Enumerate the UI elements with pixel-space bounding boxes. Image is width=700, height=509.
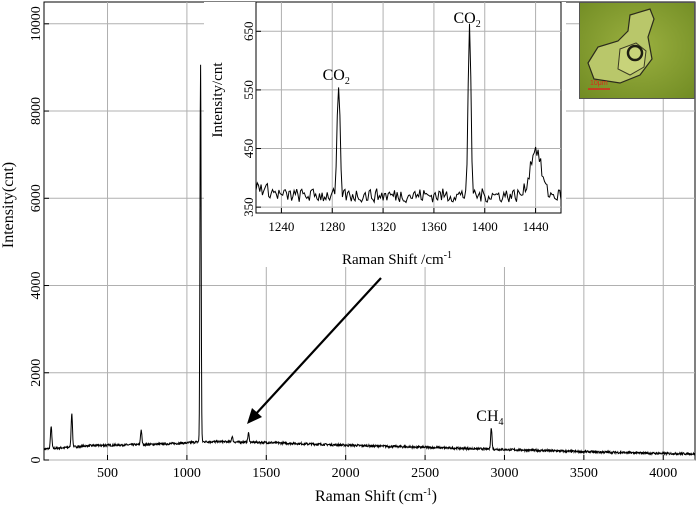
x-tick-label: 1320 [370,219,396,234]
x-tick-label: 1360 [421,219,447,234]
x-tick-label: 3500 [570,466,598,481]
peak-annotation-sub: 2 [476,19,481,30]
inset-ticks: 1240 1280 1320 1360 1400 1440 350 450 550 650 [241,22,549,234]
y-tick-label: 0 [29,457,44,464]
main-x-axis-label-text: Raman Shift [315,488,396,505]
inset-y-axis-label: Intensity/cnt [210,62,226,138]
micrograph-photo: 10μm [579,2,695,99]
peak-annotation: CO2 [454,10,481,30]
y-tick-label: 650 [241,22,256,42]
zoom-arrow [247,277,382,424]
spectrum-line [255,23,562,204]
scale-bar-label: 10μm [590,80,608,87]
main-grid [44,2,695,461]
inset-x-axis-label-sup: -1 [444,250,452,261]
main-annotations: CH4 [476,408,503,428]
peak-annotation-sub: 2 [345,76,350,87]
peak-annotation: CH4 [476,408,503,428]
main-x-axis-label-unit: (cm [398,488,423,505]
x-tick-label: 500 [97,466,118,481]
x-tick-label: 1000 [173,466,201,481]
x-tick-label: 1400 [472,219,498,234]
y-tick-label: 4000 [29,272,44,300]
main-ticks: 500 1000 1500 2000 2500 3000 3500 4000 0 2000 4000… [29,6,677,481]
peak-annotation: CO2 [323,67,350,87]
inset-plot-area [255,1,562,214]
y-tick-label: 350 [241,197,256,217]
x-tick-label: 3000 [490,466,518,481]
main-x-axis-label-sup: -1 [423,487,431,498]
y-tick-label: 8000 [29,97,44,125]
x-tick-label: 1500 [252,466,280,481]
inset-series [255,23,562,204]
y-tick-label: 550 [241,80,256,100]
peak-annotation-text: CO [454,10,476,27]
main-y-axis-label: Intensity(cnt) [0,162,17,248]
x-tick-label: 1440 [523,219,549,234]
x-tick-label: 4000 [649,466,677,481]
inset-x-axis-label-text: Raman Shift /cm [342,252,444,268]
main-x-axis-label-close: ) [432,488,437,505]
peak-annotation-sub: 4 [499,417,504,428]
x-tick-label: 1280 [319,219,345,234]
spectrum-line [43,64,696,457]
main-series [43,64,696,457]
y-tick-label: 450 [241,139,256,159]
x-tick-label: 2000 [332,466,360,481]
y-tick-label: 10000 [29,6,44,41]
peak-annotation-text: CO [323,67,345,84]
y-tick-label: 6000 [29,184,44,212]
y-tick-label: 2000 [29,359,44,387]
peak-annotation-text: CH [476,408,499,425]
inset-x-axis-label: Raman Shift /cm-1 [342,250,452,268]
fluid-inclusion [626,44,644,62]
inset-grid [256,2,561,213]
main-x-axis-label: Raman Shift (cm-1) [315,487,437,505]
x-tick-label: 2500 [411,466,439,481]
x-tick-label: 1240 [268,219,294,234]
